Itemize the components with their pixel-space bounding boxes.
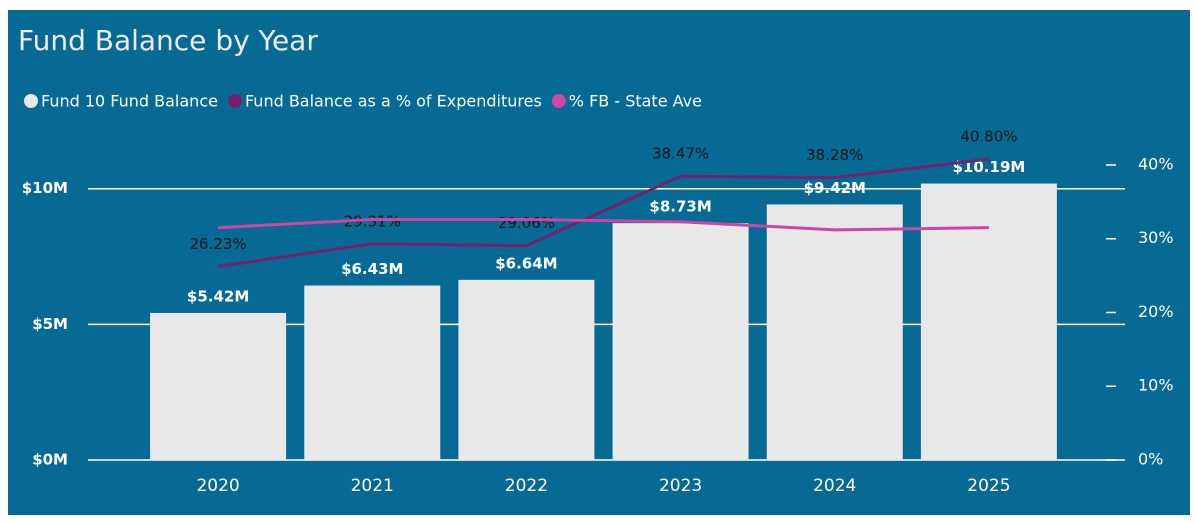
y-tick-label: $5M — [32, 315, 68, 333]
line-value-label: 29.06% — [498, 214, 555, 232]
x-tick-label: 2024 — [813, 476, 856, 496]
legend-marker — [24, 94, 38, 108]
y2-tick-label: 0% — [1138, 450, 1163, 469]
legend-label: % FB - State Ave — [569, 92, 702, 111]
legend-label: Fund 10 Fund Balance — [41, 92, 218, 111]
bar-value-label: $6.64M — [495, 254, 557, 272]
bar-value-label: $9.42M — [804, 179, 866, 197]
bar-value-label: $8.73M — [649, 198, 711, 216]
legend-label: Fund Balance as a % of Expenditures — [245, 92, 542, 111]
bar-value-label: $6.43M — [341, 260, 403, 278]
x-tick-label: 2021 — [351, 476, 394, 496]
line — [217, 157, 990, 269]
y2-tick-label: 40% — [1138, 154, 1174, 173]
line-value-label: 26.23% — [189, 235, 246, 253]
legend-marker — [551, 94, 566, 108]
bar-value-label: $5.42M — [187, 287, 249, 305]
x-tick-label: 2022 — [505, 476, 548, 496]
line-value-label: 38.47% — [652, 145, 709, 163]
line-value-label: 40.80% — [960, 128, 1017, 146]
bar — [612, 223, 749, 460]
x-tick-label: 2023 — [659, 476, 702, 496]
bar — [458, 279, 595, 460]
bar — [766, 204, 903, 460]
bar — [150, 312, 287, 460]
line-value-label: 38.28% — [806, 146, 863, 164]
bar — [304, 285, 441, 460]
y2-tick-label: 30% — [1138, 228, 1174, 247]
line — [218, 218, 989, 232]
line-value-label: 29.31% — [344, 212, 401, 230]
chart-title: Fund Balance by Year — [18, 24, 318, 57]
y-tick-label: $0M — [32, 451, 68, 469]
bar — [920, 183, 1057, 460]
x-tick-label: 2025 — [967, 476, 1010, 496]
y2-tick-label: 10% — [1138, 376, 1174, 395]
x-tick-label: 2020 — [196, 476, 239, 496]
y2-tick-label: 20% — [1138, 302, 1174, 321]
y-tick-label: $10M — [22, 179, 68, 197]
legend-marker — [227, 94, 242, 108]
